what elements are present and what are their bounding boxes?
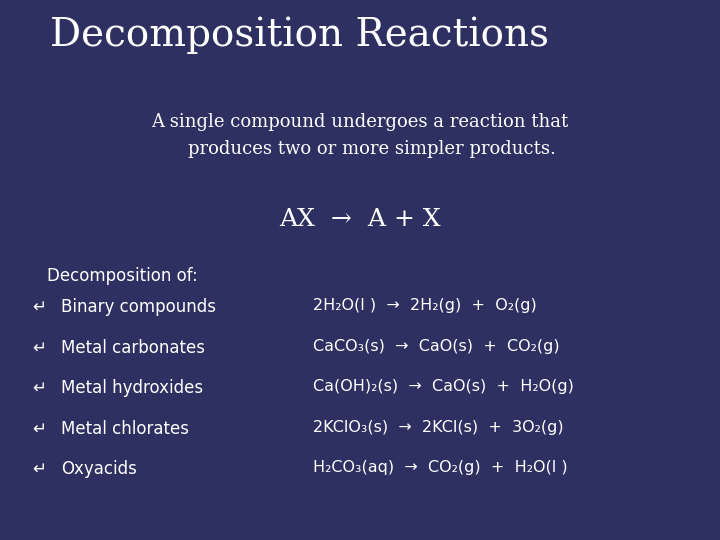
- Text: 2KClO₃(s)  →  2KCl(s)  +  3O₂(g): 2KClO₃(s) → 2KCl(s) + 3O₂(g): [313, 420, 564, 435]
- Text: ↵: ↵: [32, 379, 47, 397]
- Text: ↵: ↵: [32, 460, 47, 478]
- Text: Metal carbonates: Metal carbonates: [61, 339, 205, 356]
- Text: Metal chlorates: Metal chlorates: [61, 420, 189, 437]
- Text: CaCO₃(s)  →  CaO(s)  +  CO₂(g): CaCO₃(s) → CaO(s) + CO₂(g): [313, 339, 560, 354]
- Text: Binary compounds: Binary compounds: [61, 298, 216, 316]
- Text: A single compound undergoes a reaction that
    produces two or more simpler pro: A single compound undergoes a reaction t…: [151, 113, 569, 158]
- Text: 2H₂O(l )  →  2H₂(g)  +  O₂(g): 2H₂O(l ) → 2H₂(g) + O₂(g): [313, 298, 537, 313]
- Text: Decomposition Reactions: Decomposition Reactions: [50, 16, 549, 53]
- Text: Decomposition of:: Decomposition of:: [47, 267, 197, 285]
- Text: H₂CO₃(aq)  →  CO₂(g)  +  H₂O(l ): H₂CO₃(aq) → CO₂(g) + H₂O(l ): [313, 460, 568, 475]
- Text: Ca(OH)₂(s)  →  CaO(s)  +  H₂O(g): Ca(OH)₂(s) → CaO(s) + H₂O(g): [313, 379, 574, 394]
- Text: Oxyacids: Oxyacids: [61, 460, 137, 478]
- Text: ↵: ↵: [32, 420, 47, 437]
- Text: AX  →  A + X: AX → A + X: [279, 208, 441, 231]
- Text: ↵: ↵: [32, 339, 47, 356]
- Text: ↵: ↵: [32, 298, 47, 316]
- Text: Metal hydroxides: Metal hydroxides: [61, 379, 203, 397]
